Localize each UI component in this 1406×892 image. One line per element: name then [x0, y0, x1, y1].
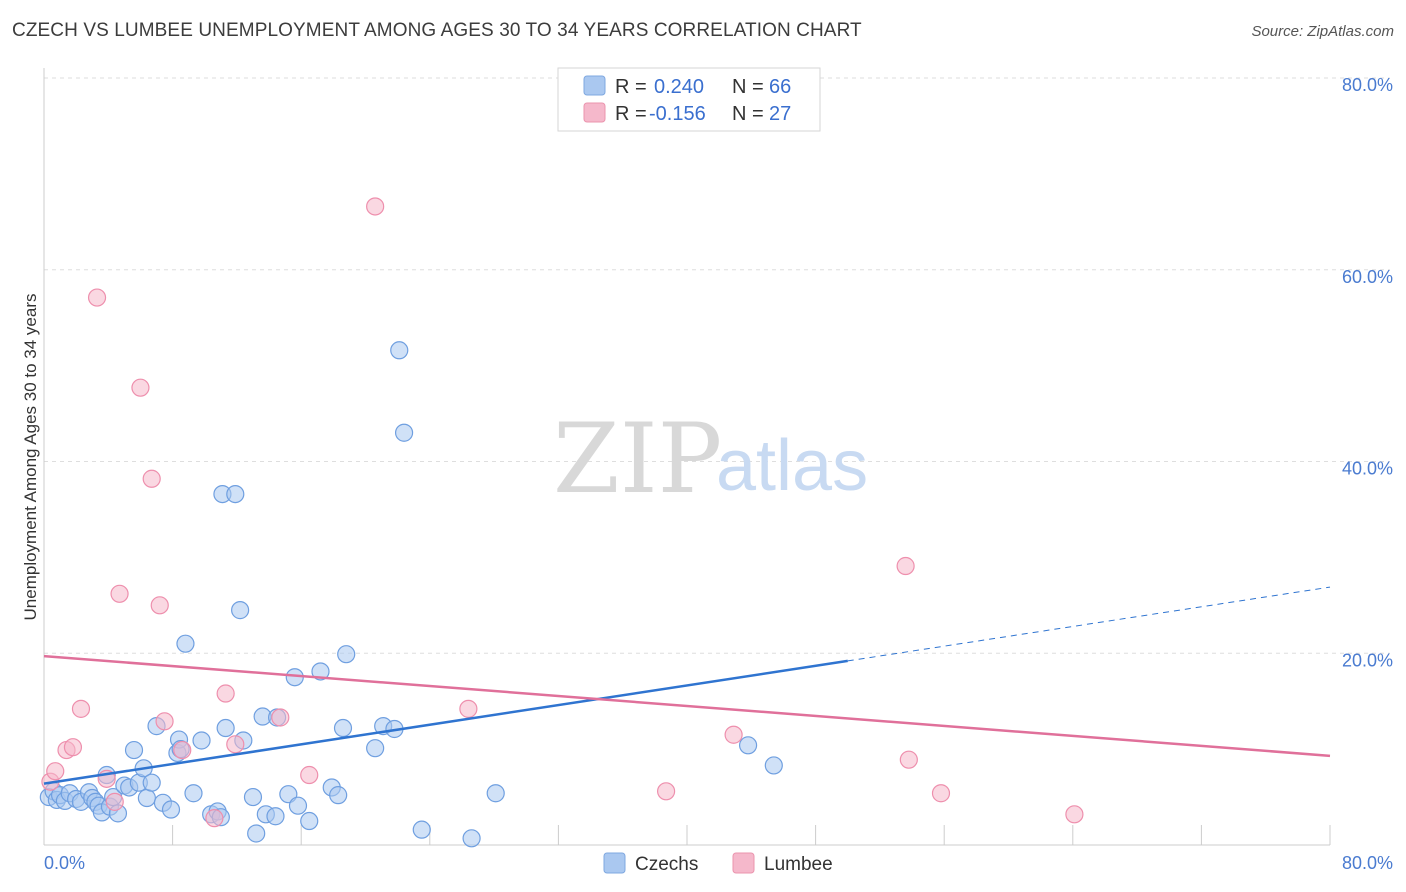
point-czechs: [412, 820, 431, 839]
point-lumbee: [110, 584, 129, 603]
x-tick-labels: 0.0% 80.0%: [44, 853, 1393, 873]
point-lumbee: [931, 784, 951, 803]
point-czechs: [184, 784, 203, 803]
point-lumbee: [131, 378, 150, 397]
correlation-legend: R = 0.240 N = 66 R = -0.156 N = 27: [557, 67, 821, 132]
point-czechs: [124, 740, 144, 760]
point-czechs: [243, 787, 263, 807]
legend-r-label-czechs: R =: [615, 76, 647, 98]
y-axis-label: Unemployment Among Ages 30 to 34 years: [21, 294, 40, 621]
point-lumbee: [216, 684, 235, 703]
y-tick-label: 20.0%: [1342, 650, 1393, 670]
source-credit: Source: ZipAtlas.com: [1251, 23, 1394, 40]
watermark-atlas: atlas: [716, 426, 868, 506]
point-lumbee: [226, 735, 245, 754]
y-tick-labels: 20.0% 40.0% 60.0% 80.0%: [1342, 75, 1393, 670]
trend-lines: [43, 586, 1331, 785]
point-lumbee: [896, 556, 915, 576]
bottom-legend-swatch-czechs: [603, 852, 626, 874]
legend-swatch-lumbee: [583, 102, 606, 123]
point-czechs: [486, 784, 505, 803]
point-czechs: [366, 739, 385, 758]
series-legend: Czechs Lumbee: [603, 852, 833, 875]
point-lumbee: [1065, 805, 1084, 824]
legend-n-label-lumbee: N =: [732, 103, 764, 125]
point-czechs: [738, 736, 758, 755]
y-tick-label: 80.0%: [1342, 75, 1393, 95]
legend-n-value-czechs: 66: [769, 76, 791, 98]
data-points: [39, 197, 1084, 848]
point-czechs: [247, 824, 266, 843]
gridlines: [44, 77, 1390, 654]
watermark-zip: ZIP: [553, 403, 722, 515]
bottom-legend-swatch-lumbee: [732, 852, 755, 874]
point-lumbee: [724, 725, 743, 744]
legend-n-label-czechs: N =: [732, 76, 764, 98]
bottom-legend-label-lumbee: Lumbee: [764, 854, 833, 875]
legend-r-value-czechs: 0.240: [654, 76, 704, 98]
bottom-legend-label-czechs: Czechs: [635, 854, 698, 875]
point-czechs: [337, 645, 356, 664]
point-lumbee: [46, 762, 65, 781]
point-czechs: [216, 718, 235, 738]
point-czechs: [266, 807, 285, 826]
y-tick-label: 60.0%: [1342, 267, 1393, 287]
point-czechs: [333, 718, 353, 738]
x-tick-label: 0.0%: [44, 853, 85, 873]
trend-line-lumbee: [43, 654, 1331, 758]
point-czechs: [390, 341, 409, 360]
point-lumbee: [105, 792, 124, 811]
point-czechs: [764, 756, 783, 775]
point-lumbee: [142, 469, 161, 488]
point-lumbee: [657, 782, 676, 801]
trend-line-czechs: [43, 659, 848, 785]
point-czechs: [231, 601, 250, 620]
point-lumbee: [155, 712, 174, 731]
legend-swatch-czechs: [583, 75, 606, 96]
point-lumbee: [271, 708, 290, 727]
point-lumbee: [366, 197, 385, 216]
legend-n-value-lumbee: 27: [769, 103, 791, 125]
point-lumbee: [459, 699, 478, 718]
point-lumbee: [173, 740, 192, 760]
point-czechs: [300, 811, 319, 831]
point-czechs: [329, 786, 348, 805]
point-czechs: [176, 634, 195, 653]
point-czechs: [226, 484, 245, 504]
point-czechs: [192, 731, 211, 750]
point-czechs: [142, 773, 161, 792]
legend-r-label-lumbee: R =: [615, 103, 647, 125]
point-czechs: [394, 423, 414, 442]
point-lumbee: [205, 809, 224, 828]
point-czechs: [311, 662, 330, 681]
point-czechs: [462, 829, 481, 848]
point-lumbee: [63, 738, 83, 757]
point-lumbee: [300, 765, 319, 785]
point-czechs: [288, 796, 308, 815]
point-lumbee: [87, 288, 107, 307]
point-czechs: [137, 788, 156, 808]
point-lumbee: [150, 596, 169, 615]
point-lumbee: [899, 750, 918, 769]
trend-extension-czechs: [847, 586, 1331, 662]
x-tick-label: 80.0%: [1342, 853, 1393, 873]
point-czechs: [161, 800, 181, 819]
y-tick-label: 40.0%: [1342, 459, 1393, 479]
point-lumbee: [71, 699, 91, 718]
legend-r-value-lumbee: -0.156: [649, 103, 706, 125]
chart-title: CZECH VS LUMBEE UNEMPLOYMENT AMONG AGES …: [12, 20, 862, 41]
